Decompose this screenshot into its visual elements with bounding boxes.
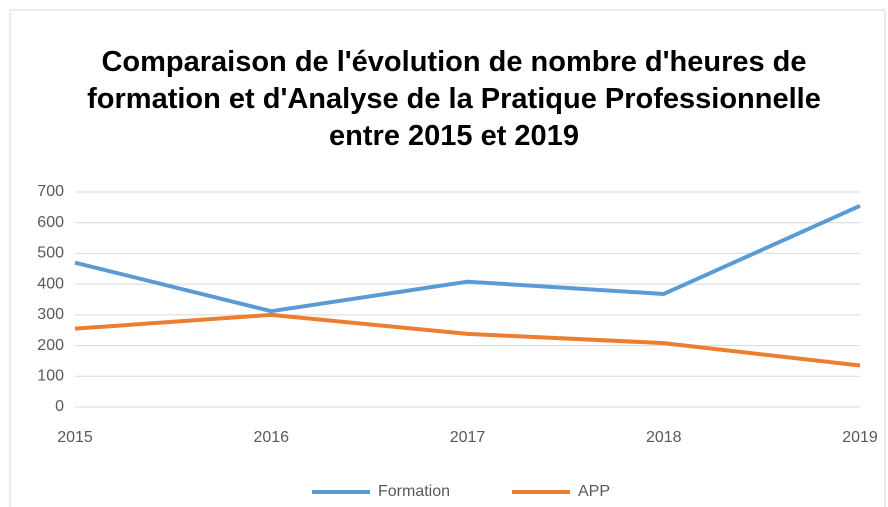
x-tick-label: 2016 xyxy=(253,429,289,446)
line-series xyxy=(74,203,861,314)
y-tick-label: 0 xyxy=(55,398,64,415)
x-tick-label: 2019 xyxy=(842,429,878,446)
x-tick-label: 2018 xyxy=(646,429,682,446)
y-tick-label: 400 xyxy=(37,275,64,292)
chart-title: Comparaison de l'évolution de nombre d'h… xyxy=(87,46,821,152)
x-tick-label: 2017 xyxy=(450,429,486,446)
y-tick-label: 200 xyxy=(37,337,64,354)
y-tick-label: 500 xyxy=(37,245,64,262)
y-tick-label: 700 xyxy=(37,183,64,200)
y-tick-label: 300 xyxy=(37,306,64,323)
line-series xyxy=(74,312,861,368)
legend-label: APP xyxy=(578,483,610,500)
y-tick-label: 100 xyxy=(37,368,64,385)
legend-label: Formation xyxy=(378,483,450,500)
x-tick-label: 2015 xyxy=(57,429,93,446)
y-tick-label: 600 xyxy=(37,214,64,231)
